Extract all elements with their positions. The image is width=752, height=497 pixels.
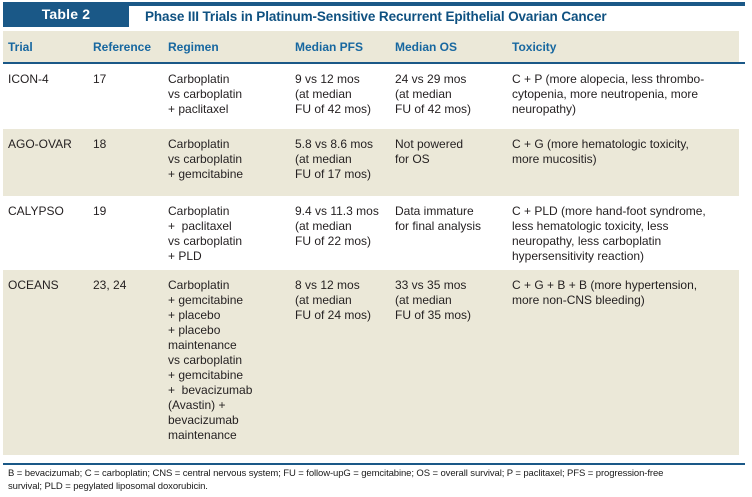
column-header-regimen: Regimen [168,40,219,54]
median-pfs-text: 8 vs 12 mos (at median FU of 24 mos) [295,278,372,322]
table-number-tag: Table 2 [3,2,129,27]
top-rule [3,2,745,6]
table-row-agoovar: AGO-OVAR 18 Carboplatin vs carboplatin +… [3,129,739,196]
median-os-text: Data immature for final analysis [395,204,482,233]
median-pfs-text: 9 vs 12 mos (at median FU of 42 mos) [295,72,372,116]
toxicity-text: C + PLD (more hand-foot syndrome, less h… [512,204,706,263]
table-header-band: Table 2 Phase III Trials in Platinum-Sen… [3,2,745,31]
trial-name: ICON-4 [8,72,49,86]
table-title: Phase III Trials in Platinum-Sensitive R… [145,9,607,24]
column-header-row: Trial Reference Regimen Median PFS Media… [3,31,739,62]
toxicity-text: C + P (more alopecia, less thrombo- cyto… [512,72,705,116]
median-os-text: Not powered for OS [395,137,464,166]
reference-number: 23, 24 [93,278,127,292]
column-header-median-os: Median OS [395,40,458,54]
column-header-reference: Reference [93,40,152,54]
trial-name: CALYPSO [8,204,64,218]
table-row-icon4: ICON-4 17 Carboplatin vs carboplatin + p… [3,64,745,129]
regimen-text: Carboplatin vs carboplatin + paclitaxel [168,72,243,116]
table-row-oceans: OCEANS 23, 24 Carboplatin + gemcitabine … [3,270,739,455]
toxicity-text: C + G (more hematologic toxicity, more m… [512,137,689,166]
median-pfs-text: 5.8 vs 8.6 mos (at median FU of 17 mos) [295,137,374,181]
reference-number: 18 [93,137,107,151]
table-2: Table 2 Phase III Trials in Platinum-Sen… [3,2,745,493]
abbreviations-footnote: B = bevacizumab; C = carboplatin; CNS = … [8,468,664,492]
column-header-trial: Trial [8,40,33,54]
regimen-text: Carboplatin vs carboplatin + gemcitabine [168,137,244,181]
trial-name: AGO-OVAR [8,137,72,151]
regimen-text: Carboplatin + gemcitabine + placebo + pl… [168,278,253,442]
pre-footnote-gap [3,455,745,463]
trial-name: OCEANS [8,278,59,292]
median-os-text: 24 vs 29 mos (at median FU of 42 mos) [395,72,472,116]
regimen-text: Carboplatin + paclitaxel vs carboplatin … [168,204,243,263]
column-header-toxicity: Toxicity [512,40,557,54]
median-os-text: 33 vs 35 mos (at median FU of 35 mos) [395,278,472,322]
column-header-median-pfs: Median PFS [295,40,364,54]
reference-number: 17 [93,72,107,86]
footnote-rule [3,463,745,465]
reference-number: 19 [93,204,107,218]
header-rule [3,62,745,64]
toxicity-text: C + G + B + B (more hypertension, more n… [512,278,698,307]
table-row-calypso: CALYPSO 19 Carboplatin + paclitaxel vs c… [3,196,745,270]
median-pfs-text: 9.4 vs 11.3 mos (at median FU of 22 mos) [295,204,379,248]
